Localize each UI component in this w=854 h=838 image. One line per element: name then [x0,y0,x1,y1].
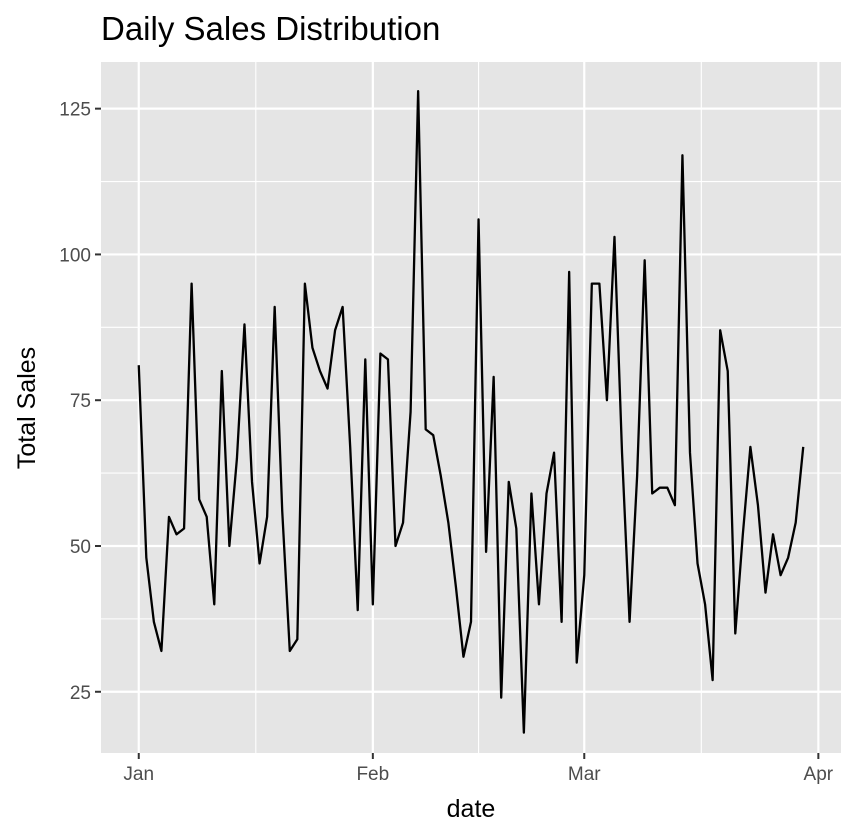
y-axis: 25 50 75 100 125 [59,100,101,704]
x-axis-title: date [447,795,496,823]
x-tick-label: Feb [356,764,389,785]
plot-panel [101,62,841,753]
y-tick-label: 50 [70,537,91,558]
chart-title: Daily Sales Distribution [101,10,440,47]
x-tick-label: Apr [804,764,834,785]
x-tick-label: Jan [123,764,154,785]
y-axis-title: Total Sales [13,347,41,469]
y-tick-label: 25 [70,683,91,704]
y-tick-label: 100 [59,245,91,266]
y-tick-label: 125 [59,100,91,121]
x-tick-label: Mar [568,764,601,785]
y-tick-label: 75 [70,391,91,412]
x-axis: Jan Feb Mar Apr [123,753,834,785]
minor-gridlines [101,62,841,753]
series-line [137,90,805,734]
